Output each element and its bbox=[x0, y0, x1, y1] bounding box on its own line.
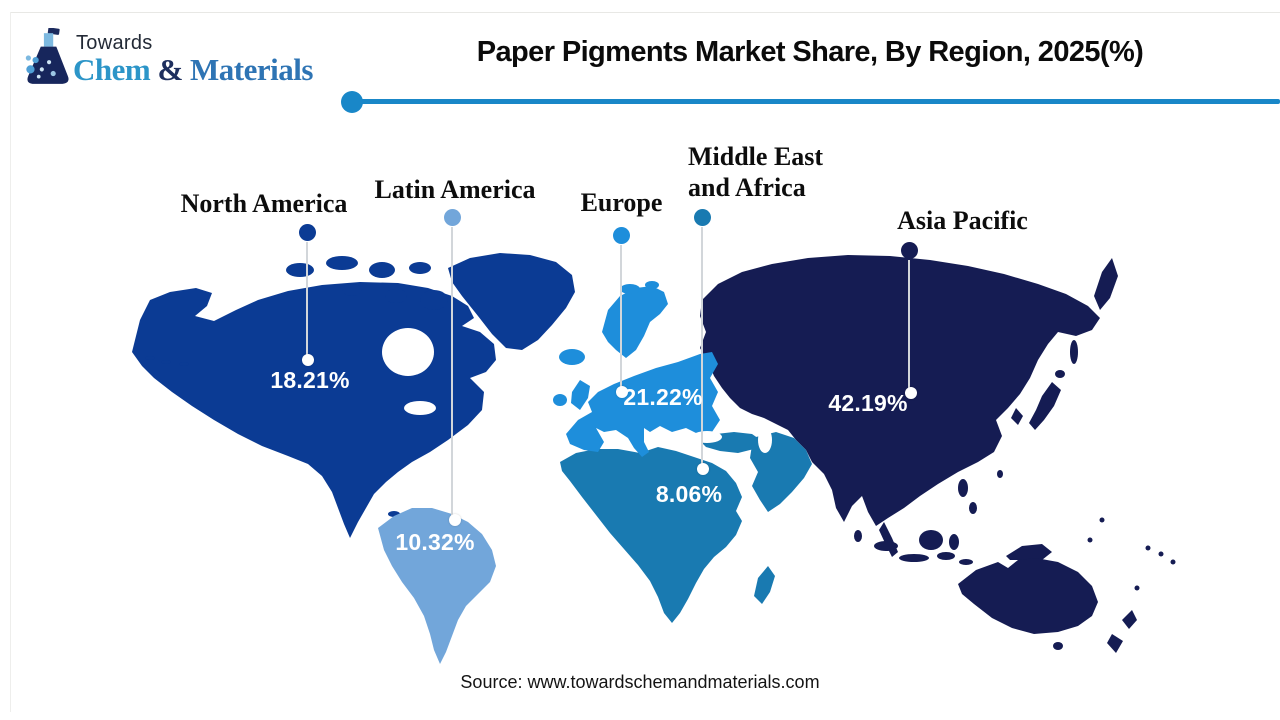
region-label-latin-america: Latin America bbox=[374, 175, 536, 204]
map-region-latin-america bbox=[378, 508, 496, 664]
page-frame-top bbox=[10, 12, 1280, 13]
map-region-europe bbox=[553, 281, 720, 457]
region-label-europe: Europe bbox=[580, 188, 663, 217]
brand-logo: Towards Chem & Materials bbox=[20, 24, 360, 94]
region-label-middle-east-africa: Middle East and Africa bbox=[688, 142, 824, 202]
leader-line-latin-america bbox=[451, 227, 453, 517]
leader-line-north-america bbox=[306, 242, 308, 358]
map-inland-seas bbox=[382, 328, 772, 453]
title-underline-dot bbox=[341, 91, 363, 113]
region-label-asia-pacific: Asia Pacific bbox=[897, 206, 1028, 235]
region-marker-latin-america bbox=[444, 209, 461, 226]
logo-text-towards: Towards bbox=[76, 32, 153, 54]
title-underline bbox=[352, 99, 1280, 104]
source-note: Source: www.towardschemandmaterials.com bbox=[460, 672, 820, 692]
leader-endpoint-middle-east-africa bbox=[697, 463, 709, 475]
region-marker-asia-pacific bbox=[901, 242, 918, 259]
value-label-asia-pacific: 42.19% bbox=[828, 390, 908, 416]
map-region-asia-pacific bbox=[700, 255, 1176, 653]
flask-icon bbox=[25, 28, 69, 84]
logo-materials: Materials bbox=[190, 52, 313, 87]
page-title: Paper Pigments Market Share, By Region, … bbox=[476, 36, 1144, 68]
value-label-latin-america: 10.32% bbox=[395, 529, 475, 555]
leader-endpoint-north-america bbox=[302, 354, 314, 366]
leader-endpoint-latin-america bbox=[449, 514, 461, 526]
map-region-north-america bbox=[132, 253, 575, 538]
region-marker-north-america bbox=[299, 224, 316, 241]
page-frame-left bbox=[10, 12, 11, 712]
leader-endpoint-asia-pacific bbox=[905, 387, 917, 399]
region-label-north-america: North America bbox=[180, 189, 348, 218]
value-label-europe: 21.22% bbox=[623, 384, 703, 410]
logo-chem: Chem bbox=[73, 52, 151, 87]
region-marker-middle-east-africa bbox=[694, 209, 711, 226]
logo-text-brand: Chem & Materials bbox=[73, 52, 313, 88]
leader-line-middle-east-africa bbox=[701, 227, 703, 465]
value-label-middle-east-africa: 8.06% bbox=[655, 481, 723, 507]
leader-line-europe bbox=[620, 245, 622, 389]
map-region-middle-east-africa bbox=[560, 432, 812, 623]
leader-endpoint-europe bbox=[616, 386, 628, 398]
value-label-north-america: 18.21% bbox=[270, 367, 350, 393]
leader-line-asia-pacific bbox=[908, 260, 910, 388]
logo-ampersand: & bbox=[150, 52, 191, 87]
region-marker-europe bbox=[613, 227, 630, 244]
